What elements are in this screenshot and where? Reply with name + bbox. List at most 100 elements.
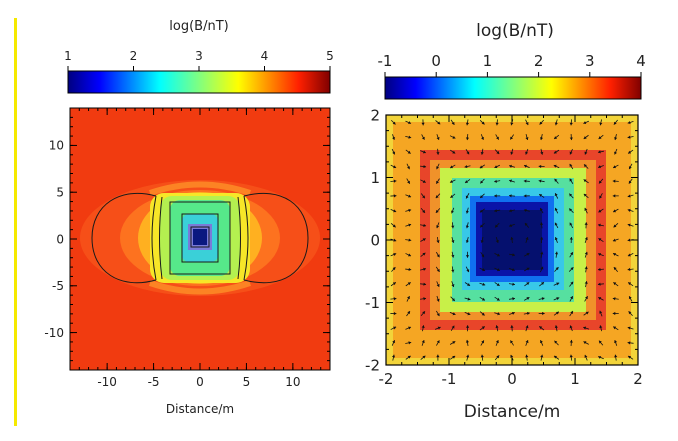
accent-bar xyxy=(14,18,17,426)
vector-arrowhead xyxy=(612,297,616,301)
vector-arrowhead xyxy=(480,180,484,184)
vector-arrowhead xyxy=(494,194,497,198)
vector-arrowhead xyxy=(451,298,455,301)
vector-arrowhead xyxy=(570,296,573,300)
colorbar-tick-label: 0 xyxy=(431,52,441,70)
left-colorbar xyxy=(67,70,331,94)
vector-arrowhead xyxy=(613,121,617,125)
vector-arrowhead xyxy=(554,207,558,211)
vector-arrowhead xyxy=(481,121,485,125)
vector-arrowhead xyxy=(452,150,456,154)
vector-arrowhead xyxy=(539,121,543,125)
vector-arrowhead xyxy=(570,281,574,285)
vector-arrowhead xyxy=(598,209,602,213)
vector-arrowhead xyxy=(539,222,544,226)
vector-arrowhead xyxy=(465,225,469,229)
vector-arrowhead xyxy=(510,122,514,126)
vector-arrowhead xyxy=(496,136,499,140)
vector-arrowhead xyxy=(512,253,515,257)
colorbar-tick-label: 2 xyxy=(534,52,544,70)
vector-arrowhead xyxy=(554,122,558,126)
left-heatmap xyxy=(70,108,330,370)
vector-arrowhead xyxy=(465,180,469,183)
vector-arrowhead xyxy=(510,325,514,328)
vector-arrowhead xyxy=(584,251,588,255)
vector-arrowhead xyxy=(526,282,530,286)
vector-arrowhead xyxy=(584,266,588,270)
vector-arrowhead xyxy=(481,136,485,140)
vector-arrowhead xyxy=(436,340,440,344)
vector-arrowhead xyxy=(614,340,618,343)
vector-arrowhead xyxy=(569,325,573,329)
vector-arrowhead xyxy=(628,296,632,300)
vector-arrowhead xyxy=(585,311,589,315)
vector-arrowhead xyxy=(422,252,426,256)
vector-arrowhead xyxy=(407,166,410,170)
right-colorbar-ticks: -1 0 1 2 3 4 xyxy=(378,52,646,77)
vector-arrowhead xyxy=(452,341,456,345)
vector-arrowhead xyxy=(526,267,530,271)
vector-arrowhead xyxy=(525,354,529,358)
vector-arrowhead xyxy=(598,180,602,184)
vector-arrowhead xyxy=(479,165,483,169)
vector-arrowhead xyxy=(408,341,412,345)
vector-arrowhead xyxy=(451,210,455,214)
vector-arrowhead xyxy=(628,356,632,359)
vector-arrowhead xyxy=(509,194,512,198)
left-contours xyxy=(91,192,309,284)
vector-arrowhead xyxy=(510,151,514,155)
vector-arrowhead xyxy=(510,136,514,140)
x-tick-label: -10 xyxy=(97,375,117,389)
vector-arrowhead xyxy=(451,284,455,287)
vector-arrowhead xyxy=(614,354,618,358)
vector-arrowhead xyxy=(393,297,397,301)
vector-arrowhead xyxy=(597,150,601,154)
vector-arrowhead xyxy=(569,193,573,197)
vector-arrowhead xyxy=(481,254,485,258)
x-tick-label: -5 xyxy=(148,375,160,389)
vector-arrowhead xyxy=(510,340,514,344)
vector-arrowhead xyxy=(423,282,427,286)
vector-arrowhead xyxy=(467,312,471,316)
y-tick-label: 1 xyxy=(370,169,380,187)
left-colorbar-ticks: 1 2 3 4 5 xyxy=(64,49,334,71)
vector-arrowhead xyxy=(570,252,573,256)
vector-arrowhead xyxy=(525,325,529,329)
vector-arrowhead xyxy=(598,136,602,139)
vector-arrowhead xyxy=(511,268,515,272)
vector-arrowhead xyxy=(613,282,617,286)
vector-arrowhead xyxy=(525,237,529,241)
vector-arrowhead xyxy=(613,165,617,169)
vector-arrowhead xyxy=(598,297,602,300)
vector-arrowhead xyxy=(569,237,573,240)
vector-arrowhead xyxy=(628,180,632,184)
vector-arrowhead xyxy=(569,163,573,167)
vector-arrowhead xyxy=(569,137,573,141)
vector-arrowhead xyxy=(539,340,543,344)
vector-arrowhead xyxy=(392,224,396,228)
vector-arrowhead xyxy=(613,326,617,330)
x-tick-label: 2 xyxy=(633,370,643,388)
y-tick-label: -2 xyxy=(365,356,380,374)
vector-arrowhead xyxy=(480,354,484,358)
x-tick-label: 5 xyxy=(243,375,251,389)
vector-arrowhead xyxy=(628,282,632,286)
vector-arrowhead xyxy=(422,238,426,242)
vector-arrowhead xyxy=(627,326,631,330)
vector-arrowhead xyxy=(449,179,453,183)
vector-arrowhead xyxy=(627,208,631,212)
vector-arrowhead xyxy=(408,135,412,139)
y-tick-label: 2 xyxy=(370,106,380,124)
x-tick-label: -1 xyxy=(442,370,457,388)
vector-arrowhead xyxy=(598,253,602,257)
colorbar-tick-label: 3 xyxy=(585,52,595,70)
vector-arrowhead xyxy=(524,222,528,226)
vector-arrowhead xyxy=(612,179,616,183)
vector-arrowhead xyxy=(422,311,426,315)
vector-arrowhead xyxy=(436,283,440,287)
vector-arrowhead xyxy=(525,151,529,155)
vector-arrowhead xyxy=(598,340,602,344)
vector-arrowhead xyxy=(437,326,441,330)
y-tick-label: 0 xyxy=(56,232,64,246)
vector-arrowhead xyxy=(436,180,439,184)
